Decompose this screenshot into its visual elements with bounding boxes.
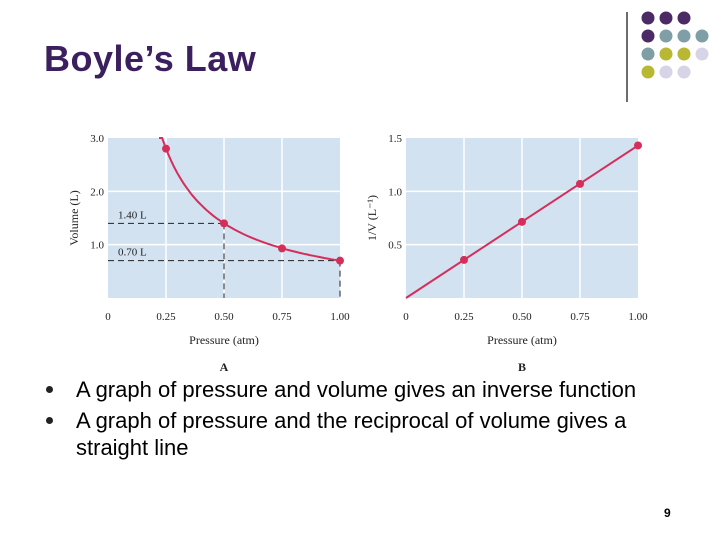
x-tick-label: 1.00 bbox=[330, 311, 350, 323]
data-point bbox=[460, 255, 468, 264]
decorative-dot-icon bbox=[641, 29, 655, 43]
slide-title: Boyle’s Law bbox=[44, 38, 257, 79]
decorative-dot-icon bbox=[695, 47, 709, 61]
data-point bbox=[162, 144, 170, 153]
bullet-dot-icon bbox=[46, 417, 53, 424]
x-axis-label: Pressure (atm) bbox=[487, 333, 557, 347]
data-point bbox=[576, 179, 584, 188]
decorative-dot-icon bbox=[659, 47, 673, 61]
y-tick-label: 1.5 bbox=[388, 133, 402, 145]
y-tick-label: 0.5 bbox=[388, 240, 402, 252]
data-point bbox=[518, 217, 526, 226]
data-point bbox=[220, 219, 228, 228]
x-tick-label: 0 bbox=[403, 311, 409, 323]
decorative-dot-icon bbox=[677, 65, 691, 79]
decorative-dot-icon bbox=[659, 11, 673, 25]
y-tick-label: 2.0 bbox=[90, 186, 104, 198]
x-tick-label: 0.25 bbox=[156, 311, 176, 323]
annotation-label: 1.40 L bbox=[118, 209, 147, 221]
bullet-dot-icon bbox=[46, 386, 53, 393]
series-line bbox=[159, 137, 341, 262]
bullet-list: A graph of pressure and volume gives an … bbox=[44, 376, 664, 465]
decorative-dot-icon bbox=[641, 65, 655, 79]
data-point bbox=[336, 256, 344, 265]
bullet-item: A graph of pressure and the reciprocal o… bbox=[44, 407, 664, 461]
decorative-dot-icon bbox=[641, 11, 655, 25]
chart-b-reciprocal-volume-vs-pressure: 0 0.25 0.50 0.75 1.00 0.5 1.0 1.5 Pressure (atm)… bbox=[365, 133, 648, 374]
decorative-dot-icon bbox=[677, 29, 691, 43]
bullet-item: A graph of pressure and volume gives an … bbox=[44, 376, 664, 403]
x-tick-label: 0.25 bbox=[454, 311, 474, 323]
y-axis-label: 1/V (L⁻¹) bbox=[365, 195, 379, 241]
chart-a-volume-vs-pressure: 0 0.25 0.50 0.75 1.00 1.0 2.0 3.0 Pressure (atm)… bbox=[67, 133, 350, 374]
x-axis-label: Pressure (atm) bbox=[189, 333, 259, 347]
data-point bbox=[278, 244, 286, 253]
x-tick-label: 0.75 bbox=[570, 311, 590, 323]
decorative-dot-grid bbox=[641, 11, 709, 79]
panel-label: A bbox=[220, 360, 229, 374]
decorative-dot-icon bbox=[677, 11, 691, 25]
x-tick-label: 0.50 bbox=[512, 311, 532, 323]
bullet-text: A graph of pressure and volume gives an … bbox=[76, 377, 637, 402]
decorative-dot-icon bbox=[659, 29, 673, 43]
page-number: 9 bbox=[664, 506, 671, 520]
x-tick-label: 0.75 bbox=[272, 311, 292, 323]
bullet-text: A graph of pressure and the reciprocal o… bbox=[76, 408, 627, 460]
x-tick-label: 0 bbox=[105, 311, 111, 323]
annotation-label: 0.70 L bbox=[118, 247, 147, 259]
data-point bbox=[634, 141, 642, 150]
decorative-dot-icon bbox=[677, 47, 691, 61]
decorative-dot-icon bbox=[659, 65, 673, 79]
x-tick-label: 1.00 bbox=[628, 311, 648, 323]
x-tick-label: 0.50 bbox=[214, 311, 234, 323]
y-tick-label: 3.0 bbox=[90, 133, 104, 145]
y-tick-label: 1.0 bbox=[388, 186, 402, 198]
y-axis-label: Volume (L) bbox=[67, 190, 81, 245]
y-tick-label: 1.0 bbox=[90, 240, 104, 252]
decorative-dot-icon bbox=[641, 47, 655, 61]
decorative-divider bbox=[626, 12, 628, 102]
decorative-dot-icon bbox=[695, 29, 709, 43]
panel-label: B bbox=[518, 360, 526, 374]
